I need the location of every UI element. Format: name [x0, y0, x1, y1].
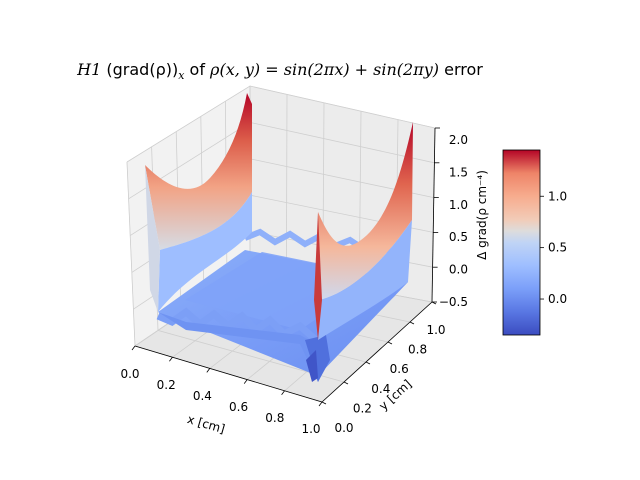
x-tick-mark-0	[131, 345, 136, 351]
colorbar-tick-label-1: 0.5	[548, 241, 567, 255]
grid-z-5	[126, 85, 436, 163]
y-tick-label-0: 0.0	[334, 421, 353, 435]
surface-wall-right-blue	[318, 220, 412, 340]
chart-title: H1 (grad(ρ))x of ρ(x, y) = sin(2πx) + si…	[0, 60, 560, 82]
surface-wall-right-edge	[314, 212, 322, 340]
surface-front-blue	[158, 312, 322, 382]
surface-wall-left-blue	[158, 192, 252, 312]
colorbar-fill	[502, 149, 541, 336]
x-tick-mark-5	[318, 401, 323, 407]
x-tick-label-3: 0.6	[229, 400, 248, 414]
z-axis-line	[431, 127, 436, 303]
x-axis-line	[134, 345, 323, 403]
x-tick-label-4: 0.8	[265, 411, 284, 425]
surface-wall-right	[318, 122, 413, 300]
y-tick-label-3: 0.6	[390, 362, 409, 376]
y-tick-mark-4	[409, 321, 415, 325]
z-tick-label-4: 1.5	[449, 165, 468, 179]
title-function: ρ(x, y) = sin(2πx) + sin(2πy)	[210, 60, 440, 79]
z-tick-label-0: −0.5	[439, 295, 468, 309]
y-tick-label-4: 0.8	[408, 343, 427, 357]
x-tick-mark-1	[169, 356, 173, 362]
x-tick-label-1: 0.2	[157, 378, 176, 392]
x-tick-mark-2	[206, 368, 211, 373]
surface-dip	[305, 335, 330, 382]
axes-edges	[134, 127, 436, 403]
x-axis-label: x [cm]	[186, 412, 227, 436]
title-grad: (grad(ρ))	[106, 60, 179, 79]
y-tick-label-5: 1.0	[426, 323, 445, 337]
surface-ridge-near	[156, 307, 319, 343]
surface-dip-dark	[306, 350, 318, 382]
z-axis-label: Δ grad(ρ cm⁻⁴)	[475, 170, 489, 260]
y-tick-mark-1	[343, 381, 349, 385]
y-tick-label-1: 0.2	[353, 401, 372, 415]
x-tick-label-5: 1.0	[301, 422, 320, 436]
y-ticks: 0.00.2 0.40.6 0.8 1.0	[321, 301, 446, 435]
z-tick-label-3: 1.0	[449, 198, 468, 212]
z-tick-label-2: 0.5	[449, 230, 468, 244]
z-tick-label-5: 2.0	[449, 133, 468, 147]
surface-plot	[145, 93, 413, 382]
y-tick-mark-3	[387, 341, 393, 345]
x-tick-label-0: 0.0	[120, 367, 139, 381]
z-tick-label-1: 0.0	[449, 263, 468, 277]
title-suffix: error	[444, 60, 483, 79]
y-tick-label-2: 0.4	[371, 382, 390, 396]
y-axis-line	[321, 301, 433, 403]
y-tick-mark-0	[321, 401, 327, 405]
surface-wall-left	[145, 93, 252, 250]
colorbar-ticks: 0.0 0.5 1.0	[540, 189, 567, 306]
y-tick-mark-2	[365, 361, 371, 365]
z-ticks: −0.5 0.0 0.5 1.0 1.5 2.0	[432, 127, 468, 309]
x-tick-mark-4	[281, 390, 285, 396]
title-sub: x	[178, 69, 185, 83]
surface-wall-left-edge	[145, 165, 160, 312]
x-ticks: 0.0 0.2 0.4 0.6 0.8 1.0	[120, 345, 323, 436]
x-tick-label-2: 0.4	[193, 389, 212, 403]
colorbar-tick-label-0: 0.0	[548, 292, 567, 306]
colorbar: 0.0 0.5 1.0	[502, 149, 567, 336]
colorbar-tick-label-2: 1.0	[548, 189, 567, 203]
title-of: of	[189, 60, 205, 79]
x-tick-mark-3	[243, 379, 248, 384]
title-prefix: H1	[77, 60, 102, 79]
